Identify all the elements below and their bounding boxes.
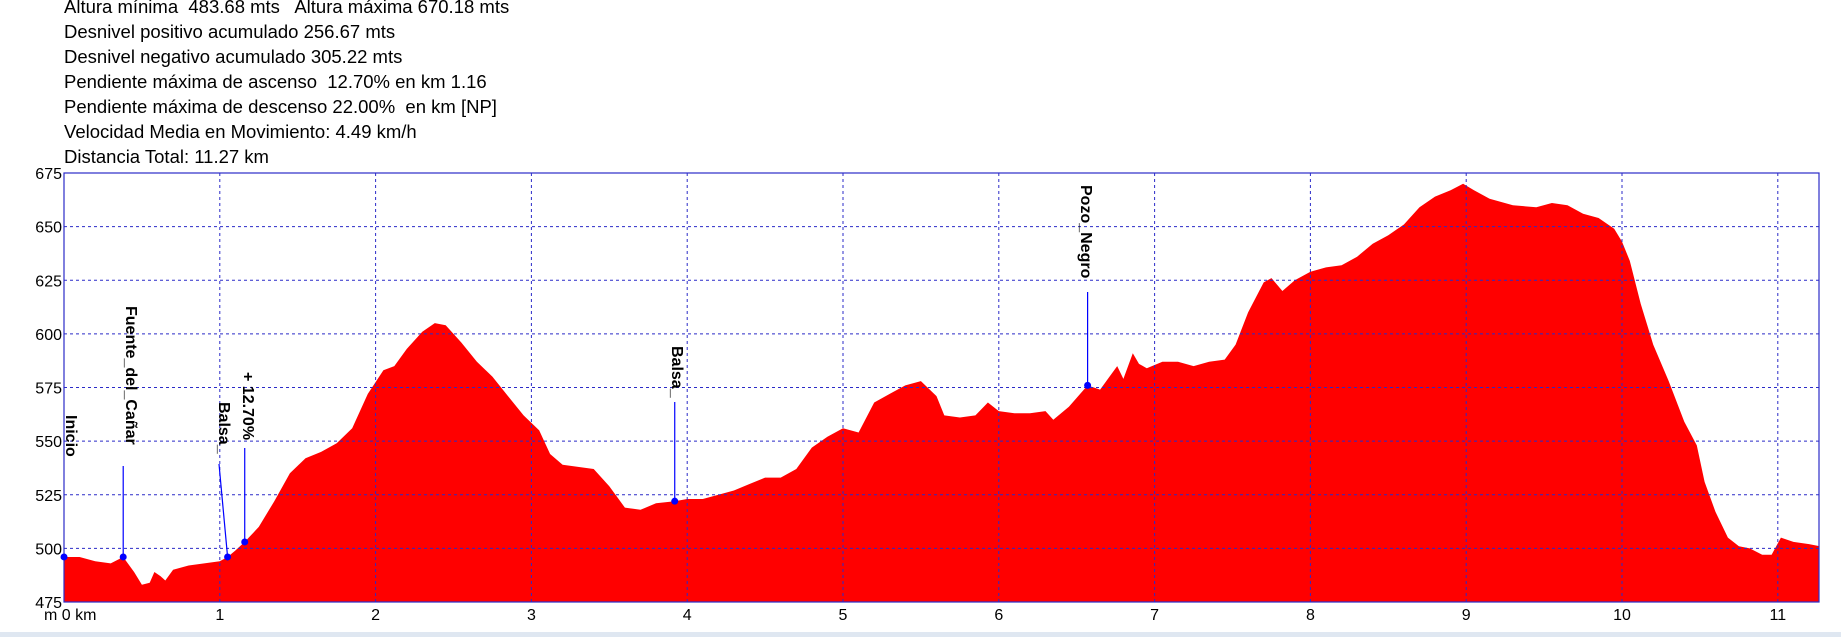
x-tick-label: 3 bbox=[527, 607, 536, 624]
waypoint-marker bbox=[671, 497, 679, 505]
y-tick-label: 625 bbox=[35, 273, 62, 290]
stat-descent: Desnivel negativo acumulado 305.22 mts bbox=[64, 46, 403, 67]
x-tick-label: 1 bbox=[215, 607, 224, 624]
stat-min-max: Altura mínima 483.68 mts Altura máxima 6… bbox=[64, 0, 510, 17]
stat-total-distance: Distancia Total: 11.27 km bbox=[64, 146, 269, 167]
x-tick-label: 8 bbox=[1306, 607, 1315, 624]
stat-avg-speed: Velocidad Media en Movimiento: 4.49 km/h bbox=[64, 121, 417, 142]
y-tick-label: 600 bbox=[35, 327, 62, 344]
plot-frame bbox=[63, 172, 1820, 603]
waypoint-marker bbox=[1084, 381, 1092, 389]
y-tick-label: 575 bbox=[35, 381, 62, 398]
waypoint-label: + 12.70% bbox=[239, 372, 256, 440]
waypoint-label: Fuente_del_Cañar bbox=[122, 306, 139, 445]
waypoint-label: Pozo_Negro bbox=[1077, 185, 1094, 279]
stats-panel: Altura mínima 483.68 mts Altura máxima 6… bbox=[64, 0, 509, 169]
y-tick-label: 500 bbox=[35, 541, 62, 558]
x-tick-label: 7 bbox=[1150, 607, 1159, 624]
x-tick-label: 4 bbox=[683, 607, 692, 624]
waypoint-label: Inicio bbox=[62, 415, 79, 457]
y-tick-label: 675 bbox=[35, 166, 62, 183]
x-tick-label: 2 bbox=[371, 607, 380, 624]
stat-max-ascent-slope: Pendiente máxima de ascenso 12.70% en km… bbox=[64, 71, 487, 92]
waypoint-label: Balsa_ bbox=[668, 346, 685, 399]
stat-ascent: Desnivel positivo acumulado 256.67 mts bbox=[64, 21, 396, 42]
x-tick-label: 5 bbox=[839, 607, 848, 624]
elevation-area bbox=[64, 183, 1820, 602]
waypoint-marker bbox=[224, 553, 232, 561]
y-tick-label: 525 bbox=[35, 488, 62, 505]
waypoint-leader-line bbox=[218, 463, 229, 558]
x-tick-label: 9 bbox=[1462, 607, 1471, 624]
waypoint-marker bbox=[60, 553, 68, 561]
stat-max-descent-slope: Pendiente máxima de descenso 22.00% en k… bbox=[64, 96, 497, 117]
y-tick-label: 475 bbox=[35, 595, 62, 612]
x-axis-origin-label: m 0 km bbox=[44, 607, 96, 624]
x-tick-label: 11 bbox=[1769, 607, 1786, 624]
y-tick-label: 550 bbox=[35, 434, 62, 451]
y-tick-label: 650 bbox=[35, 220, 62, 237]
waypoint-marker bbox=[241, 538, 249, 546]
waypoint-marker bbox=[119, 553, 127, 561]
x-tick-label: 6 bbox=[994, 607, 1003, 624]
waypoint-label: Balsa_ bbox=[215, 402, 232, 455]
bottom-strip bbox=[0, 632, 1841, 637]
x-tick-label: 10 bbox=[1613, 607, 1631, 624]
